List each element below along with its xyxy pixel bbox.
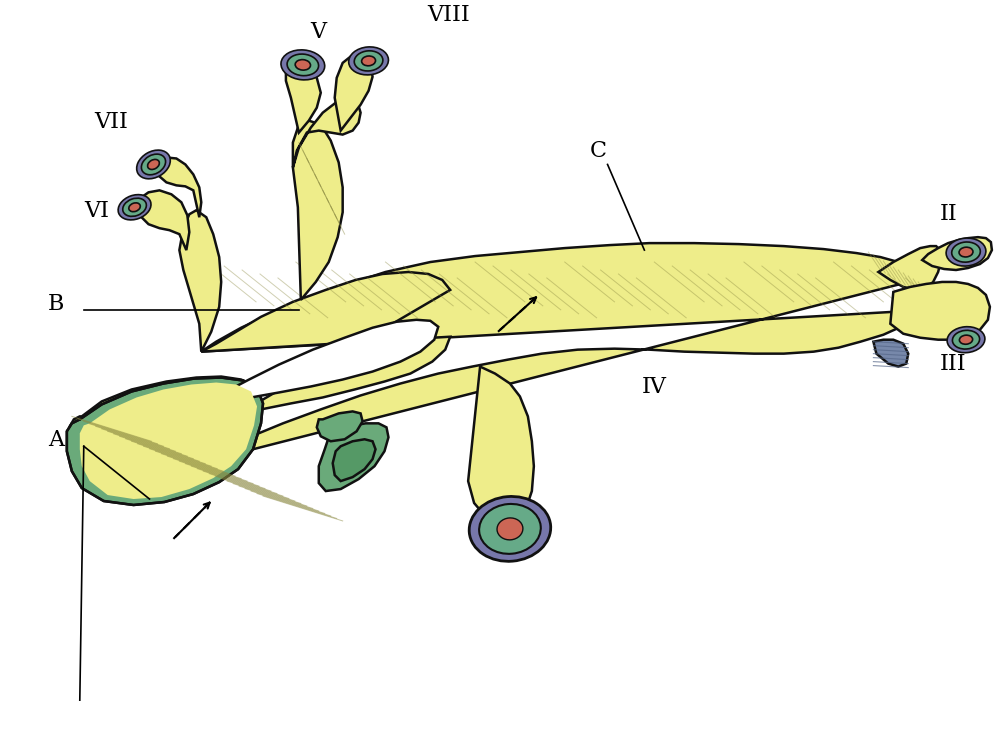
Ellipse shape	[141, 154, 166, 175]
Polygon shape	[922, 237, 992, 270]
Ellipse shape	[123, 199, 146, 216]
Polygon shape	[80, 382, 257, 499]
Text: A: A	[48, 430, 64, 451]
Text: VII: VII	[95, 111, 129, 133]
Polygon shape	[335, 55, 373, 131]
Polygon shape	[468, 367, 534, 521]
Ellipse shape	[354, 51, 383, 71]
Polygon shape	[201, 272, 450, 433]
Polygon shape	[878, 246, 941, 290]
Ellipse shape	[959, 247, 973, 257]
Polygon shape	[890, 282, 990, 339]
Ellipse shape	[148, 159, 159, 170]
Ellipse shape	[946, 238, 986, 266]
Polygon shape	[293, 97, 361, 168]
Ellipse shape	[952, 242, 980, 262]
Text: IV: IV	[641, 376, 666, 399]
Ellipse shape	[952, 331, 980, 349]
Polygon shape	[216, 320, 438, 401]
Ellipse shape	[349, 47, 388, 75]
Polygon shape	[140, 190, 189, 250]
Polygon shape	[70, 376, 261, 501]
Polygon shape	[873, 339, 908, 367]
Text: B: B	[47, 293, 64, 315]
Text: III: III	[940, 353, 967, 375]
Text: V: V	[311, 21, 327, 43]
Polygon shape	[286, 58, 321, 133]
Polygon shape	[317, 411, 363, 441]
Polygon shape	[319, 424, 388, 491]
Polygon shape	[201, 243, 928, 461]
Text: II: II	[940, 203, 958, 225]
Ellipse shape	[947, 327, 985, 353]
Ellipse shape	[118, 195, 151, 220]
Polygon shape	[67, 378, 263, 505]
Ellipse shape	[479, 504, 541, 554]
Ellipse shape	[295, 60, 310, 70]
Ellipse shape	[497, 518, 523, 540]
Polygon shape	[333, 439, 376, 481]
Ellipse shape	[129, 203, 140, 212]
Polygon shape	[179, 210, 221, 351]
Ellipse shape	[287, 54, 319, 76]
Ellipse shape	[362, 56, 376, 66]
Text: VI: VI	[84, 200, 109, 222]
Text: C: C	[590, 140, 607, 162]
Polygon shape	[293, 120, 343, 300]
Ellipse shape	[137, 150, 170, 179]
Polygon shape	[156, 157, 201, 217]
Ellipse shape	[959, 335, 973, 344]
Text: VIII: VIII	[427, 4, 470, 26]
Ellipse shape	[469, 497, 551, 562]
Ellipse shape	[281, 50, 325, 80]
